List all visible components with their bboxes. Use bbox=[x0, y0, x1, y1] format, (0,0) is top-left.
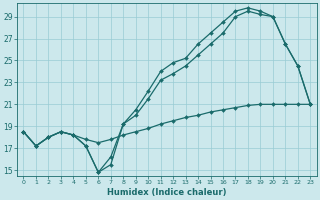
X-axis label: Humidex (Indice chaleur): Humidex (Indice chaleur) bbox=[107, 188, 227, 197]
